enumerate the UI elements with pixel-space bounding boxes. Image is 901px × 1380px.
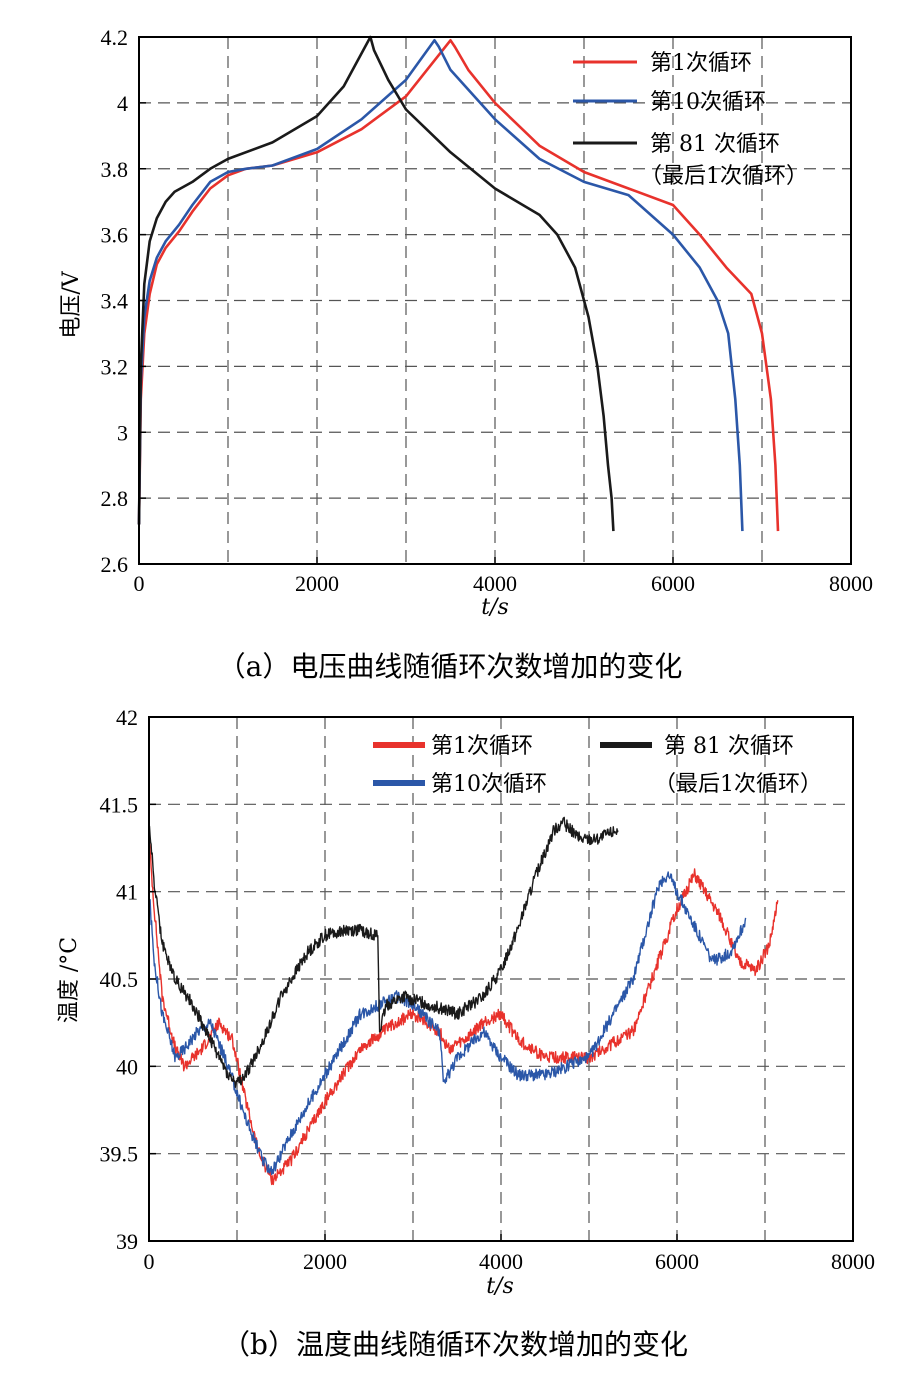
legend-label-last-cycle: （最后1次循环） (654, 772, 822, 797)
temperature-y-axis-label: 温度 /°C (57, 937, 82, 1023)
voltage-y-tick-label: 3.8 (101, 157, 129, 182)
voltage-y-tick-label: 3.2 (101, 354, 129, 379)
legend-label-last-cycle: （最后1次循环） (640, 164, 808, 189)
temperature-x-tick-label: 6000 (655, 1249, 699, 1274)
voltage-x-tick-label: 0 (134, 571, 145, 596)
voltage-legend: 第1次循环 第10次循环 第 81 次循环 （最后1次循环） (573, 51, 808, 189)
temperature-x-tick-label: 0 (144, 1249, 155, 1274)
temperature-series-cycle81 (148, 816, 619, 1089)
legend-label-cycle1: 第1次循环 (650, 51, 752, 76)
legend-label-cycle81: 第 81 次循环 (650, 132, 780, 157)
voltage-grid (139, 37, 851, 564)
temperature-x-axis-label: t/s (486, 1274, 514, 1299)
voltage-x-tick-label: 6000 (651, 571, 695, 596)
voltage-x-tick-label: 4000 (473, 571, 517, 596)
voltage-series-group (137, 35, 780, 532)
voltage-x-tick-label: 8000 (829, 571, 873, 596)
temperature-y-tick-label: 39 (116, 1229, 138, 1254)
voltage-y-tick-label: 3.4 (101, 289, 129, 314)
temperature-grid (149, 717, 853, 1241)
temperature-caption: （b）温度曲线随循环次数增加的变化 (222, 1328, 688, 1361)
temperature-y-tick-label: 39.5 (100, 1142, 139, 1167)
voltage-series-cycle81 (137, 35, 615, 532)
legend-label-cycle81: 第 81 次循环 (664, 734, 794, 759)
voltage-series-cycle10 (137, 38, 744, 532)
legend-label-cycle1: 第1次循环 (431, 734, 533, 759)
legend-label-cycle10: 第10次循环 (431, 772, 547, 797)
temperature-y-tick-label: 41 (116, 880, 138, 905)
voltage-caption: （a）电压曲线随循环次数增加的变化 (218, 650, 683, 683)
temperature-series-group (148, 816, 779, 1186)
voltage-y-tick-label: 3.6 (101, 223, 129, 248)
voltage-y-tick-label: 2.8 (101, 486, 129, 511)
temperature-y-tick-label: 40 (116, 1054, 138, 1079)
temperature-x-tick-label: 8000 (831, 1249, 875, 1274)
temperature-x-tick-label: 2000 (303, 1249, 347, 1274)
voltage-x-tick-label: 2000 (295, 571, 339, 596)
voltage-y-tick-label: 4.2 (101, 25, 129, 50)
temperature-y-tick-label: 42 (116, 705, 138, 730)
temperature-ticks: 0 2000 4000 6000 8000 39 39.5 40 40.5 41 41.5 42 (100, 705, 876, 1274)
temperature-legend: 第1次循环 第10次循环 第 81 次循环 （最后1次循环） (373, 734, 822, 797)
voltage-series-cycle1 (137, 38, 780, 532)
voltage-y-tick-label: 4 (117, 91, 128, 116)
voltage-ticks: 0 2000 4000 6000 8000 2.6 2.8 3 3.2 3.4 3.6 3.8 4 4.2 (101, 25, 874, 596)
temperature-chart: 0 2000 4000 6000 8000 39 39.5 40 40.5 41 41.5 42 温度… (57, 705, 875, 1361)
temperature-x-tick-label: 4000 (479, 1249, 523, 1274)
voltage-y-tick-label: 2.6 (101, 552, 129, 577)
voltage-chart: 0 2000 4000 6000 8000 2.6 2.8 3 3.2 3.4 3.6 3.8 4 4.2… (59, 25, 873, 683)
legend-label-cycle10: 第10次循环 (650, 90, 766, 115)
voltage-y-axis-label: 电压/V (59, 270, 84, 338)
temperature-y-tick-label: 40.5 (100, 967, 139, 992)
voltage-x-axis-label: t/s (481, 595, 509, 620)
temperature-y-tick-label: 41.5 (100, 792, 139, 817)
temperature-series-cycle10 (148, 871, 747, 1176)
voltage-y-tick-label: 3 (117, 420, 128, 445)
